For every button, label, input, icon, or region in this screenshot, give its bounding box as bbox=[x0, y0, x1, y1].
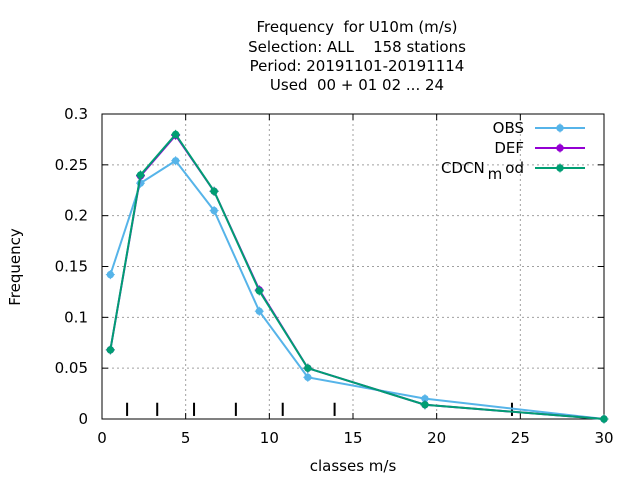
legend-label: DEF bbox=[494, 139, 524, 157]
x-tick-label: 5 bbox=[181, 429, 191, 447]
legend-entry-def: DEF bbox=[494, 139, 585, 157]
x-tick-label: 20 bbox=[427, 429, 446, 447]
series-cdcn bbox=[105, 129, 609, 424]
title-line-3: Period: 20191101-20191114 bbox=[250, 57, 465, 75]
title-line-2: Selection: ALL 158 stations bbox=[248, 38, 466, 56]
class-boundary-markers bbox=[126, 402, 513, 416]
x-tick-label: 0 bbox=[97, 429, 107, 447]
chart-title: Frequency for U10m (m/s) Selection: ALL … bbox=[248, 18, 466, 94]
title-line-1: Frequency for U10m (m/s) bbox=[256, 18, 457, 36]
axes: 0 5 10 15 20 25 30 0 0.05 0.1 0.15 0.2 0.25 0.3 bbox=[55, 105, 614, 447]
y-tick-label: 0 bbox=[78, 410, 88, 428]
plot-frame bbox=[101, 113, 605, 420]
y-tick-label: 0.3 bbox=[64, 105, 88, 123]
series-def bbox=[105, 130, 609, 424]
y-tick-label: 0.1 bbox=[64, 308, 88, 326]
series-line bbox=[109, 132, 605, 420]
y-tick-label: 0.25 bbox=[55, 156, 88, 174]
x-axis-label: classes m/s bbox=[310, 457, 397, 475]
y-tick-label: 0.2 bbox=[64, 207, 88, 225]
legend-entry-cdcn: CDCN m od bbox=[441, 159, 585, 183]
title-line-4: Used 00 + 01 02 ... 24 bbox=[270, 76, 444, 94]
legend-entry-obs: OBS bbox=[493, 119, 585, 137]
y-tick-label: 0.05 bbox=[55, 359, 88, 377]
x-tick-label: 15 bbox=[343, 429, 362, 447]
legend-label: OBS bbox=[493, 119, 524, 137]
series-lines bbox=[105, 129, 609, 424]
series-line bbox=[109, 159, 605, 420]
y-axis-label: Frequency bbox=[6, 228, 24, 306]
grid bbox=[102, 114, 604, 419]
y-tick-label: 0.15 bbox=[55, 258, 88, 276]
x-tick-label: 10 bbox=[260, 429, 279, 447]
series-line bbox=[109, 133, 605, 420]
x-tick-label: 25 bbox=[511, 429, 530, 447]
legend-label: CDCN m od bbox=[441, 159, 524, 183]
x-tick-label: 30 bbox=[594, 429, 613, 447]
legend: OBS DEF CDCN m od bbox=[441, 119, 585, 183]
